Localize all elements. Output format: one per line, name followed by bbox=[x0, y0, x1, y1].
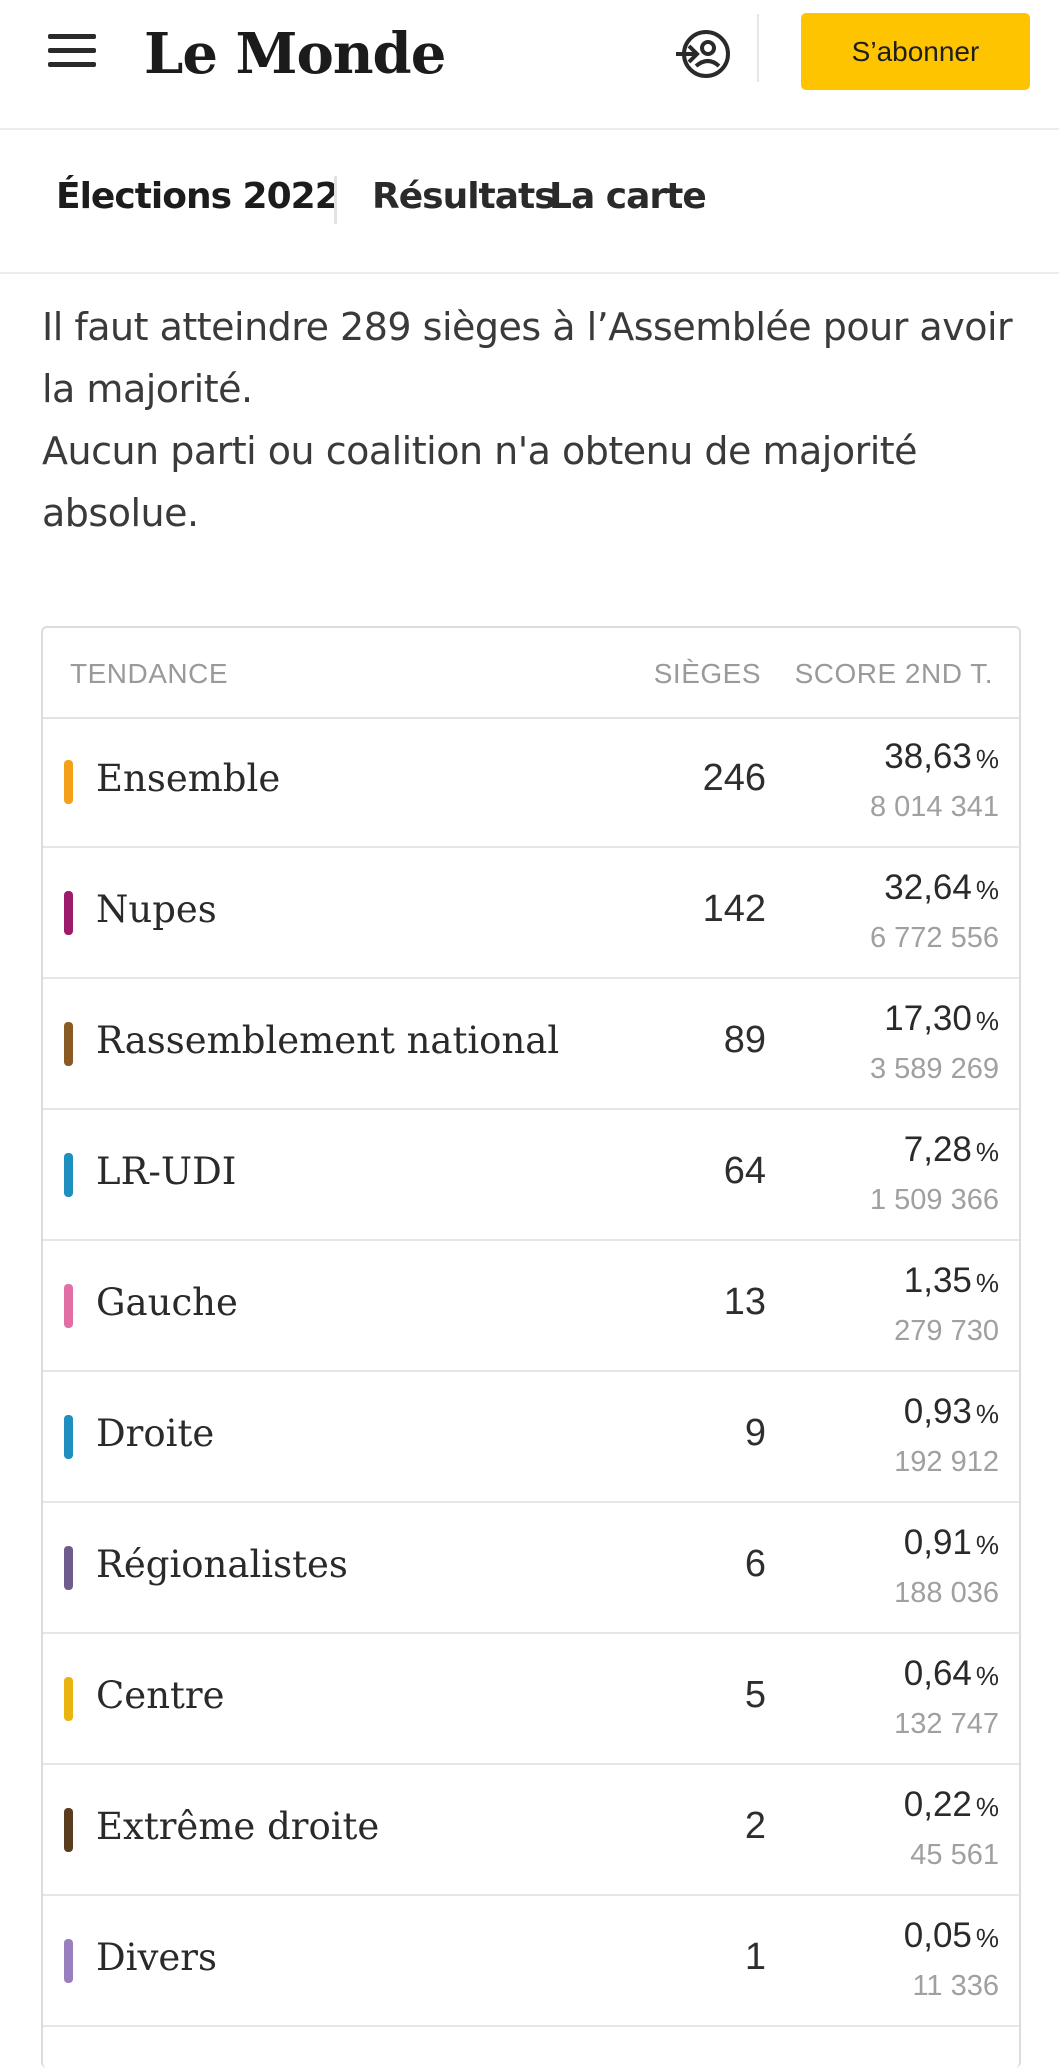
percent-unit: % bbox=[975, 1530, 999, 1560]
party-name: Droite bbox=[96, 1412, 215, 1455]
header-divider bbox=[757, 14, 759, 82]
party-color-swatch bbox=[64, 891, 73, 935]
seat-count: 5 bbox=[744, 1674, 766, 1716]
section-title[interactable]: Élections 2022 bbox=[56, 176, 340, 217]
seat-count: 9 bbox=[744, 1412, 766, 1454]
vote-count: 6 772 556 bbox=[869, 922, 999, 954]
intro-text: Il faut atteindre 289 sièges à l’Assembl… bbox=[42, 296, 1022, 544]
percent-unit: % bbox=[975, 1137, 999, 1167]
party-color-swatch bbox=[64, 1415, 73, 1459]
score-value: 0,05 bbox=[903, 1916, 972, 1955]
score-value: 1,35 bbox=[903, 1261, 972, 1300]
table-row[interactable]: Nupes 142 32,64% 6 772 556 bbox=[43, 848, 1019, 979]
score-value: 0,22 bbox=[903, 1785, 972, 1824]
party-name: Divers bbox=[96, 1936, 217, 1979]
table-row[interactable]: LR-UDI 64 7,28% 1 509 366 bbox=[43, 1110, 1019, 1241]
site-header: Le Monde S’abonner bbox=[0, 0, 1059, 130]
vote-count: 8 014 341 bbox=[869, 791, 999, 823]
nav-link-map[interactable]: La carte bbox=[549, 176, 707, 217]
table-row[interactable]: Gauche 13 1,35% 279 730 bbox=[43, 1241, 1019, 1372]
seat-count: 13 bbox=[723, 1281, 766, 1323]
column-header-score: SCORE 2ND T. bbox=[794, 658, 993, 689]
vote-count: 45 561 bbox=[910, 1839, 999, 1871]
score-value: 17,30 bbox=[884, 999, 972, 1038]
vote-count: 1 509 366 bbox=[869, 1184, 999, 1216]
party-color-swatch bbox=[64, 1153, 73, 1197]
hamburger-menu-icon[interactable] bbox=[48, 34, 96, 74]
table-row[interactable]: Ensemble 246 38,63% 8 014 341 bbox=[43, 717, 1019, 848]
party-color-swatch bbox=[64, 1939, 73, 1983]
login-account-icon[interactable] bbox=[672, 24, 732, 84]
score-value: 0,91 bbox=[903, 1523, 972, 1562]
party-name: Gauche bbox=[96, 1281, 238, 1324]
percent-unit: % bbox=[975, 875, 999, 905]
party-color-swatch bbox=[64, 1808, 73, 1852]
score-percent: 17,30% bbox=[884, 999, 999, 1039]
subscribe-button[interactable]: S’abonner bbox=[801, 13, 1030, 90]
seat-count: 64 bbox=[723, 1150, 766, 1192]
results-table: TENDANCE SIÈGES SCORE 2ND T. Ensemble 246… bbox=[41, 626, 1021, 2068]
score-value: 32,64 bbox=[884, 868, 972, 907]
vote-count: 188 036 bbox=[894, 1577, 999, 1609]
party-name: Rassemblement national bbox=[96, 1019, 560, 1062]
score-value: 0,93 bbox=[903, 1392, 972, 1431]
seat-count: 89 bbox=[723, 1019, 766, 1061]
nav-link-results[interactable]: Résultats bbox=[372, 176, 556, 217]
no-majority-text: Aucun parti ou coalition n'a obtenu de m… bbox=[42, 429, 918, 535]
party-color-swatch bbox=[64, 1284, 73, 1328]
vote-count: 132 747 bbox=[894, 1708, 999, 1740]
table-row[interactable]: Droite 9 0,93% 192 912 bbox=[43, 1372, 1019, 1503]
column-header-seats: SIÈGES bbox=[653, 658, 761, 689]
party-color-swatch bbox=[64, 1022, 73, 1066]
score-percent: 32,64% bbox=[884, 868, 999, 908]
seat-count: 1 bbox=[744, 1936, 766, 1978]
party-name: Nupes bbox=[96, 888, 217, 931]
vote-count: 11 336 bbox=[912, 1970, 999, 2002]
percent-unit: % bbox=[975, 744, 999, 774]
majority-threshold-text: Il faut atteindre 289 sièges à l’Assembl… bbox=[42, 305, 1013, 411]
percent-unit: % bbox=[975, 1268, 999, 1298]
party-name: Extrême droite bbox=[96, 1805, 380, 1848]
percent-unit: % bbox=[975, 1923, 999, 1953]
table-row[interactable]: Extrême droite 2 0,22% 45 561 bbox=[43, 1765, 1019, 1896]
seat-count: 246 bbox=[702, 757, 766, 799]
table-row[interactable]: Régionalistes 6 0,91% 188 036 bbox=[43, 1503, 1019, 1634]
seat-count: 2 bbox=[744, 1805, 766, 1847]
score-percent: 38,63% bbox=[884, 737, 999, 777]
percent-unit: % bbox=[975, 1399, 999, 1429]
score-percent: 0,05% bbox=[904, 1916, 999, 1956]
party-name: Centre bbox=[96, 1674, 225, 1717]
score-percent: 1,35% bbox=[904, 1261, 999, 1301]
le-monde-logo[interactable]: Le Monde bbox=[144, 21, 446, 87]
score-value: 38,63 bbox=[884, 737, 972, 776]
table-row[interactable]: Divers 1 0,05% 11 336 bbox=[43, 1896, 1019, 2027]
vote-count: 279 730 bbox=[894, 1315, 999, 1347]
percent-unit: % bbox=[975, 1006, 999, 1036]
score-percent: 0,91% bbox=[904, 1523, 999, 1563]
party-name: LR-UDI bbox=[96, 1150, 237, 1193]
party-color-swatch bbox=[64, 760, 73, 804]
score-value: 0,64 bbox=[903, 1654, 972, 1693]
party-name: Ensemble bbox=[96, 757, 281, 800]
score-percent: 0,22% bbox=[904, 1785, 999, 1825]
table-header: TENDANCE SIÈGES SCORE 2ND T. bbox=[43, 628, 1019, 719]
seat-count: 142 bbox=[702, 888, 766, 930]
score-percent: 0,93% bbox=[904, 1392, 999, 1432]
score-value: 7,28 bbox=[903, 1130, 972, 1169]
score-percent: 0,64% bbox=[904, 1654, 999, 1694]
party-color-swatch bbox=[64, 1677, 73, 1721]
table-row[interactable]: Centre 5 0,64% 132 747 bbox=[43, 1634, 1019, 1765]
seat-count: 6 bbox=[744, 1543, 766, 1585]
score-percent: 7,28% bbox=[904, 1130, 999, 1170]
section-nav: Élections 2022 Résultats La carte bbox=[0, 130, 1059, 274]
table-row[interactable]: Rassemblement national 89 17,30% 3 589 269 bbox=[43, 979, 1019, 1110]
party-color-swatch bbox=[64, 1546, 73, 1590]
percent-unit: % bbox=[975, 1792, 999, 1822]
vote-count: 3 589 269 bbox=[869, 1053, 999, 1085]
vote-count: 192 912 bbox=[894, 1446, 999, 1478]
column-header-party: TENDANCE bbox=[70, 658, 229, 689]
party-name: Régionalistes bbox=[96, 1543, 348, 1586]
percent-unit: % bbox=[975, 1661, 999, 1691]
section-nav-divider bbox=[334, 176, 337, 224]
